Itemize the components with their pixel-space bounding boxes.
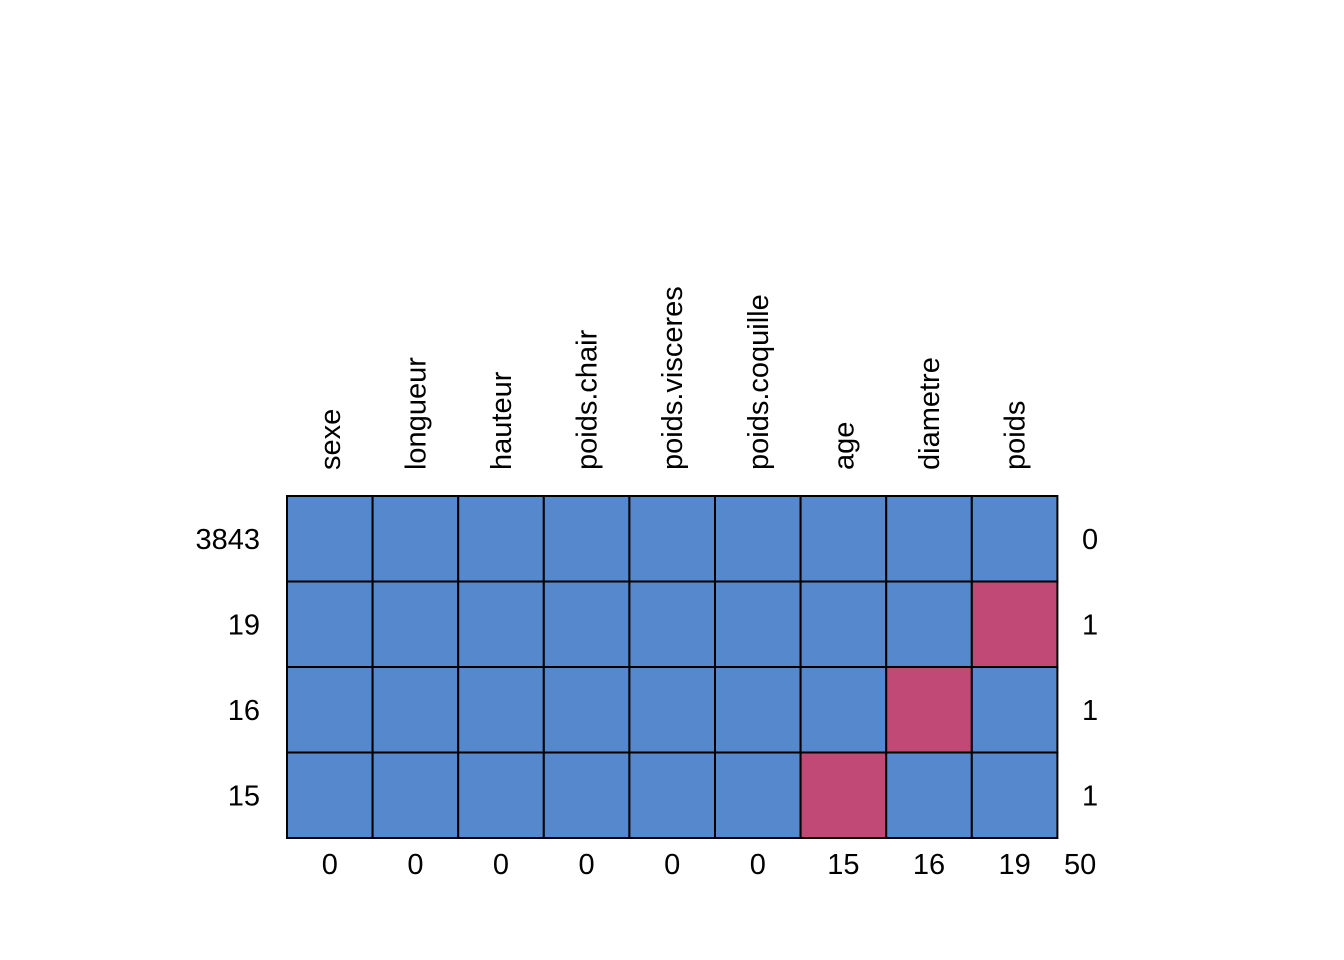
- pattern-cell-r2-c5: [714, 666, 802, 754]
- total-missing: 50: [1064, 849, 1096, 881]
- column-label-8: poids: [1000, 401, 1032, 470]
- column-missing-1: 0: [407, 849, 423, 881]
- pattern-cell-r0-c5: [714, 495, 802, 583]
- pattern-cell-r1-c2: [457, 580, 545, 668]
- column-label-1: longueur: [400, 357, 432, 470]
- pattern-cell-r0-c1: [371, 495, 460, 583]
- pattern-cell-r1-c3: [542, 580, 631, 668]
- column-missing-3: 0: [579, 849, 595, 881]
- pattern-cell-r0-c2: [457, 495, 545, 583]
- pattern-cell-r2-c0: [286, 666, 374, 754]
- pattern-cell-r3-c3: [542, 751, 631, 839]
- column-label-0: sexe: [315, 409, 347, 470]
- pattern-cell-r2-c1: [371, 666, 460, 754]
- column-label-2: hauteur: [486, 371, 518, 470]
- pattern-cell-r0-c0: [286, 495, 374, 583]
- pattern-cell-r0-c4: [628, 495, 717, 583]
- pattern-cell-r2-c2: [457, 666, 545, 754]
- column-label-5: poids.coquille: [743, 294, 775, 470]
- column-missing-4: 0: [664, 849, 680, 881]
- row-count-2: 16: [228, 695, 260, 727]
- row-count-0: 3843: [195, 524, 260, 556]
- pattern-grid: [286, 495, 1059, 839]
- row-count-1: 19: [228, 609, 260, 641]
- row-missing-0: 0: [1082, 524, 1098, 556]
- pattern-cell-r2-c3: [542, 666, 631, 754]
- column-label-4: poids.visceres: [657, 286, 689, 470]
- pattern-cell-r3-c1: [371, 751, 460, 839]
- pattern-cell-r1-c5: [714, 580, 802, 668]
- row-missing-1: 1: [1082, 609, 1098, 641]
- pattern-cell-r0-c3: [542, 495, 631, 583]
- pattern-cell-r2-c4: [628, 666, 717, 754]
- column-missing-7: 16: [913, 849, 945, 881]
- column-label-3: poids.chair: [572, 329, 604, 470]
- pattern-cell-r3-c4: [628, 751, 717, 839]
- column-missing-5: 0: [750, 849, 766, 881]
- pattern-cell-r0-c7: [885, 495, 973, 583]
- row-missing-3: 1: [1082, 780, 1098, 812]
- pattern-cell-r1-c0: [286, 580, 374, 668]
- column-missing-labels: 0 0 0 0 0 0 15 16 19 50: [322, 849, 1097, 881]
- pattern-cell-r2-c6: [799, 666, 888, 754]
- pattern-cell-r1-c7: [885, 580, 973, 668]
- column-label-7: diametre: [914, 357, 946, 470]
- pattern-cell-r0-c6: [799, 495, 888, 583]
- column-missing-6: 15: [827, 849, 859, 881]
- row-missing-2: 1: [1082, 695, 1098, 727]
- pattern-cell-r0-c8: [970, 495, 1059, 583]
- pattern-cell-r2-c8: [970, 666, 1059, 754]
- column-missing-8: 19: [998, 849, 1030, 881]
- column-missing-2: 0: [493, 849, 509, 881]
- pattern-cell-r1-c8: [970, 580, 1059, 668]
- row-missing-labels: 0 1 1 1: [1082, 524, 1098, 813]
- pattern-cell-r1-c6: [799, 580, 888, 668]
- pattern-cell-r3-c0: [286, 751, 374, 839]
- pattern-cell-r1-c1: [371, 580, 460, 668]
- pattern-cell-r3-c8: [970, 751, 1059, 839]
- row-count-labels: 3843 19 16 15: [195, 524, 260, 813]
- pattern-cell-r2-c7: [885, 666, 973, 754]
- pattern-cell-r3-c2: [457, 751, 545, 839]
- column-missing-0: 0: [322, 849, 338, 881]
- pattern-cell-r3-c5: [714, 751, 802, 839]
- pattern-cell-r3-c6: [799, 751, 888, 839]
- row-count-3: 15: [228, 780, 260, 812]
- column-label-6: age: [828, 422, 860, 470]
- column-labels: sexe longueur hauteur poids.chair poids.visc…: [315, 286, 1032, 470]
- pattern-cell-r1-c4: [628, 580, 717, 668]
- pattern-cell-r3-c7: [885, 751, 973, 839]
